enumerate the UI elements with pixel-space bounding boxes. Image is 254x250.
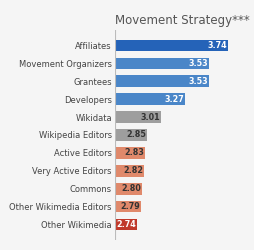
Bar (0, 219, 136, 230)
Bar (0, 148, 144, 158)
Text: 3.53: 3.53 (188, 76, 207, 86)
Bar (0, 94, 184, 104)
Bar (0, 201, 141, 212)
Text: 2.82: 2.82 (123, 166, 142, 175)
Bar (0, 40, 227, 51)
Bar (0, 166, 144, 176)
Bar (0, 112, 161, 122)
Text: 3.74: 3.74 (207, 40, 226, 50)
Bar (0, 76, 208, 87)
Text: Movement Strategy***: Movement Strategy*** (114, 14, 248, 28)
Text: 3.27: 3.27 (164, 94, 184, 104)
Text: 3.53: 3.53 (188, 58, 207, 68)
Bar (0, 58, 208, 69)
Text: 3.01: 3.01 (140, 112, 160, 122)
Text: 2.79: 2.79 (120, 202, 140, 211)
Bar (0, 130, 146, 140)
Bar (0, 183, 142, 194)
Text: 2.83: 2.83 (124, 148, 144, 158)
Text: 2.74: 2.74 (116, 220, 135, 230)
Text: 2.85: 2.85 (125, 130, 145, 140)
Text: 2.80: 2.80 (121, 184, 141, 194)
